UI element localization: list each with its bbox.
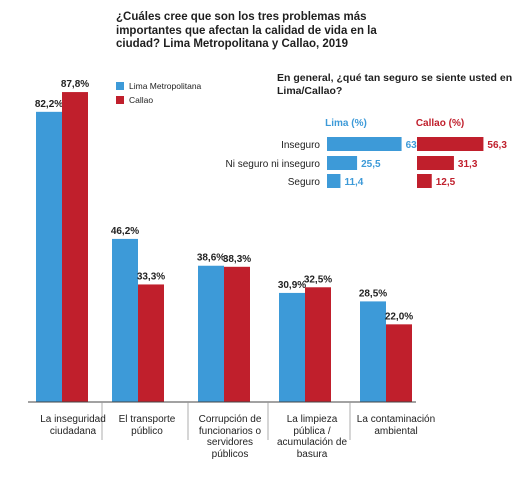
legend-swatch-callao	[116, 96, 124, 104]
legend-swatch-lima	[116, 82, 124, 90]
security-bar-callao-2	[417, 174, 432, 188]
security-bar-callao-0	[417, 137, 484, 151]
security-value-callao: 12,5	[436, 177, 456, 188]
bar-value-label: 38,3%	[223, 254, 251, 265]
legend-label-callao: Callao	[129, 95, 154, 105]
bar-value-label: 22,0%	[385, 311, 413, 322]
security-bar-lima-0	[327, 137, 402, 151]
bar-value-label: 38,6%	[197, 253, 225, 264]
security-bar-lima-1	[327, 156, 358, 170]
security-value-lima: 63,2	[406, 140, 426, 151]
security-category-label: Inseguro	[281, 140, 320, 151]
security-category-label: Seguro	[288, 177, 321, 188]
bar-callao-0	[62, 92, 88, 402]
security-chart-title: En general, ¿qué tan seguro se siente us…	[277, 72, 513, 97]
bar-value-label: 46,2%	[111, 226, 139, 237]
bar-callao-1	[138, 284, 164, 402]
category-label-inseguridad: La inseguridad ciudadana	[40, 414, 106, 437]
bar-callao-3	[305, 287, 331, 402]
security-bar-callao-1	[417, 156, 454, 170]
bar-value-label: 33,3%	[137, 271, 165, 282]
bar-value-label: 30,9%	[278, 280, 306, 291]
bar-callao-2	[224, 266, 250, 402]
category-label-limpieza: La limpieza pública / acumulación de bas…	[276, 414, 348, 460]
series-header-callao: Callao (%)	[416, 118, 464, 129]
bar-value-label: 28,5%	[359, 288, 387, 299]
legend: Lima Metropolitana Callao	[116, 81, 201, 109]
security-bar-lima-2	[327, 174, 341, 188]
category-label-transporte: El transporte público	[118, 414, 176, 437]
security-category-label: Ni seguro ni inseguro	[226, 159, 321, 170]
bar-lima-3	[279, 292, 305, 402]
legend-item-lima: Lima Metropolitana	[116, 81, 201, 91]
security-value-lima: 25,5	[361, 159, 381, 170]
bar-value-label: 87,8%	[61, 79, 89, 90]
legend-label-lima: Lima Metropolitana	[129, 81, 202, 91]
bar-lima-1	[112, 238, 138, 402]
security-value-callao: 31,3	[458, 159, 478, 170]
category-label-corrupcion: Corrupción de funcionarios o servidores …	[198, 414, 262, 460]
security-value-lima: 11,4	[344, 177, 363, 188]
bar-value-label: 82,2%	[35, 99, 63, 110]
category-label-contaminacion: La contaminación ambiental	[356, 414, 436, 437]
bar-callao-4	[386, 324, 412, 402]
bar-lima-2	[198, 265, 224, 402]
chart-title: ¿Cuáles cree que son los tres problemas …	[116, 11, 377, 50]
series-header-lima: Lima (%)	[325, 118, 367, 129]
bar-value-label: 32,5%	[304, 274, 332, 285]
bar-lima-0	[36, 111, 62, 403]
legend-item-callao: Callao	[116, 95, 201, 105]
bar-lima-4	[360, 301, 386, 402]
security-value-callao: 56,3	[487, 140, 507, 151]
